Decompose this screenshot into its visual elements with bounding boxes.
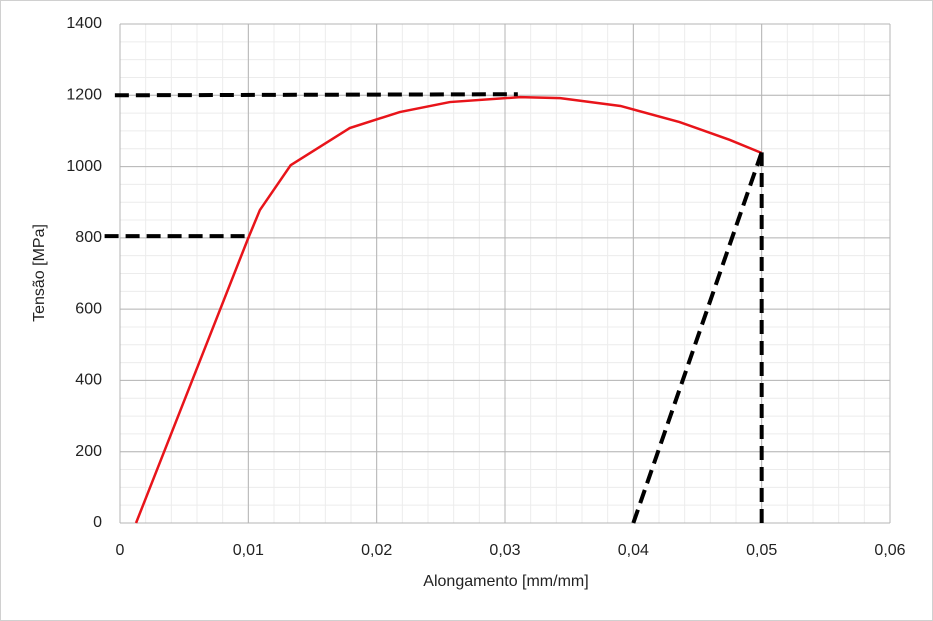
x-tick-label: 0,03 <box>489 542 520 559</box>
x-tick-label: 0,04 <box>618 542 649 559</box>
y-tick-label: 0 <box>93 514 102 531</box>
y-tick-label: 1200 <box>66 87 102 104</box>
x-tick-label: 0,02 <box>361 542 392 559</box>
y-tick-label: 1000 <box>66 158 102 175</box>
y-tick-label: 200 <box>75 443 102 460</box>
x-tick-label: 0,06 <box>874 542 905 559</box>
y-axis-label: Tensão [MPa] <box>31 224 48 322</box>
x-tick-label: 0 <box>116 542 125 559</box>
y-tick-label: 1400 <box>66 15 102 32</box>
dashed-line <box>114 92 518 98</box>
x-tick-label: 0,05 <box>746 542 777 559</box>
dashed-line <box>631 151 764 524</box>
y-tick-label: 600 <box>75 300 102 317</box>
y-tick-label: 800 <box>75 229 102 246</box>
curve <box>134 95 763 524</box>
y-tick-label: 400 <box>75 372 102 389</box>
x-axis-label: Alongamento [mm/mm] <box>423 573 588 590</box>
x-tick-label: 0,01 <box>233 542 264 559</box>
